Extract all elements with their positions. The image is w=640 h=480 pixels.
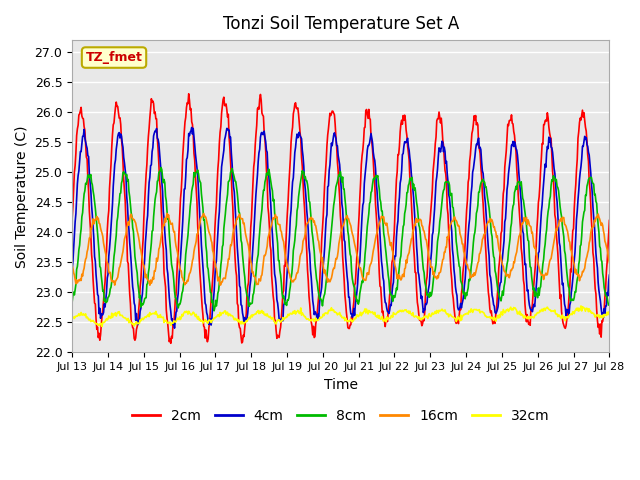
- 16cm: [146, 282, 154, 288]
- Line: 4cm: 4cm: [72, 128, 609, 328]
- 16cm: [423, 242, 431, 248]
- Line: 2cm: 2cm: [72, 94, 609, 343]
- 2cm: [167, 340, 175, 346]
- Line: 8cm: 8cm: [72, 168, 609, 311]
- 4cm: [189, 126, 197, 132]
- 2cm: [185, 91, 193, 96]
- Line: 16cm: 16cm: [72, 214, 609, 285]
- 32cm: [189, 311, 196, 316]
- 16cm: [78, 271, 86, 277]
- Title: Tonzi Soil Temperature Set A: Tonzi Soil Temperature Set A: [223, 15, 459, 33]
- 4cm: [171, 325, 179, 331]
- 8cm: [605, 301, 613, 307]
- 32cm: [605, 309, 613, 314]
- 4cm: [423, 300, 431, 305]
- 2cm: [189, 131, 197, 137]
- 4cm: [133, 320, 141, 325]
- 16cm: [605, 260, 613, 265]
- 32cm: [407, 311, 415, 316]
- 8cm: [68, 299, 76, 305]
- 32cm: [577, 303, 585, 309]
- 4cm: [218, 164, 225, 170]
- 8cm: [157, 165, 165, 170]
- 16cm: [189, 255, 197, 261]
- 4cm: [78, 141, 86, 147]
- 16cm: [163, 211, 171, 216]
- 4cm: [188, 125, 196, 131]
- 32cm: [68, 316, 76, 322]
- 2cm: [423, 274, 431, 280]
- 2cm: [605, 217, 613, 223]
- 4cm: [408, 171, 415, 177]
- 32cm: [78, 312, 86, 318]
- 32cm: [217, 312, 225, 318]
- 8cm: [78, 214, 86, 219]
- 8cm: [218, 256, 225, 262]
- 2cm: [218, 110, 225, 116]
- X-axis label: Time: Time: [324, 378, 358, 392]
- 16cm: [133, 228, 141, 234]
- 16cm: [408, 236, 415, 242]
- Y-axis label: Soil Temperature (C): Soil Temperature (C): [15, 125, 29, 267]
- Text: TZ_fmet: TZ_fmet: [86, 51, 143, 64]
- 8cm: [408, 175, 415, 181]
- 2cm: [68, 216, 76, 221]
- 8cm: [423, 292, 431, 298]
- 4cm: [68, 266, 76, 272]
- 32cm: [422, 314, 430, 320]
- 8cm: [133, 270, 141, 276]
- 8cm: [189, 184, 196, 190]
- 2cm: [408, 201, 415, 206]
- 2cm: [133, 324, 141, 330]
- 4cm: [605, 272, 613, 278]
- 8cm: [211, 308, 218, 313]
- Legend: 2cm, 4cm, 8cm, 16cm, 32cm: 2cm, 4cm, 8cm, 16cm, 32cm: [127, 403, 555, 428]
- 2cm: [78, 113, 86, 119]
- 16cm: [68, 263, 76, 268]
- 32cm: [98, 324, 106, 329]
- 16cm: [218, 279, 225, 285]
- Line: 32cm: 32cm: [72, 306, 609, 326]
- 32cm: [134, 321, 141, 326]
